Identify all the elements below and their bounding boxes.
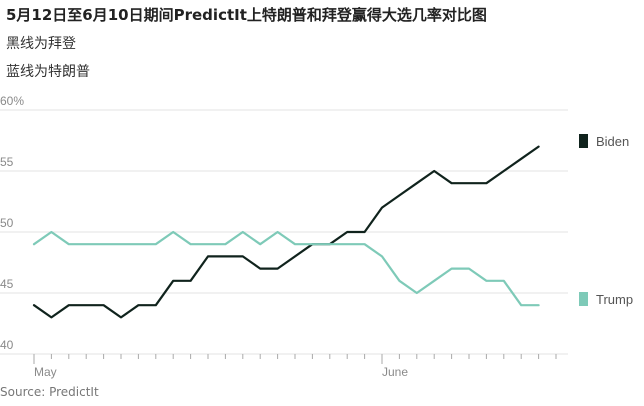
y-tick-label-50: 50 <box>0 216 14 230</box>
y-tick-label-40: 40 <box>0 338 14 352</box>
x-tick-label-may: May <box>34 365 57 379</box>
y-tick-label-55: 55 <box>0 155 14 169</box>
legend-swatch-biden <box>579 134 588 148</box>
subtitle-trump-note: 蓝线为特朗普 <box>6 64 90 80</box>
subtitle-biden-note: 黑线为拜登 <box>6 36 76 52</box>
y-tick-label-45: 45 <box>0 277 14 291</box>
legend-swatch-trump <box>579 292 588 306</box>
chart-title: 5月12日至6月10日期间PredictIt上特朗普和拜登赢得大选几率对比图 <box>6 6 487 24</box>
series-line-biden <box>32 145 540 319</box>
x-tick-label-june: June <box>382 365 408 379</box>
legend-label-biden: Biden <box>596 134 629 149</box>
y-tick-label-60: 60% <box>0 94 24 108</box>
source-note: Source: PredictIt <box>0 385 99 399</box>
legend-label-trump: Trump <box>596 292 633 307</box>
series-line-trump <box>32 230 540 307</box>
